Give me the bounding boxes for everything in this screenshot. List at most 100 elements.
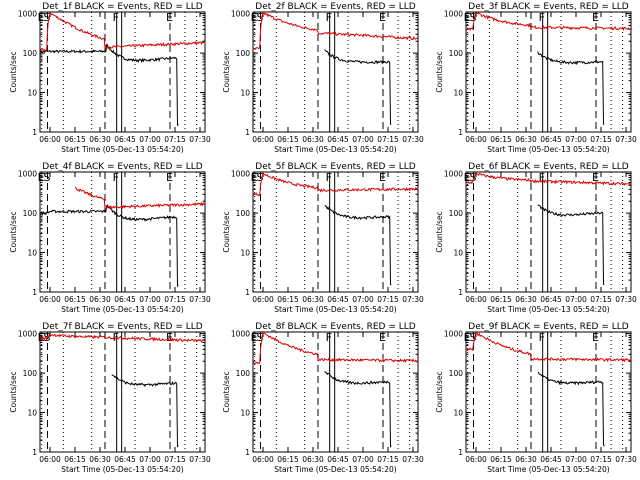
plot-frame — [465, 331, 632, 453]
y-tick-label: 1 — [32, 448, 37, 457]
x-tick-label: 07:00 — [139, 295, 161, 304]
y-tick-label: 10 — [27, 89, 37, 98]
events-series-line — [324, 49, 392, 125]
time-marker-label: F — [113, 331, 119, 344]
x-tick-label: 06:30 — [89, 295, 111, 304]
events-series-line — [39, 43, 179, 126]
y-tick-label: 10 — [453, 249, 463, 258]
x-tick-label: 07:30 — [402, 295, 424, 304]
plot-frame — [39, 171, 206, 293]
x-tick-label: 06:15 — [64, 455, 86, 464]
plot-frame — [465, 11, 632, 133]
time-marker-label: E — [38, 331, 45, 344]
panel-title: Det_4f BLACK = Events, RED = LLD — [42, 162, 202, 172]
time-marker-label: E — [38, 171, 45, 184]
panel-title: Det_7f BLACK = Events, RED = LLD — [42, 322, 202, 332]
events-series-line — [324, 204, 392, 286]
detector-panel: Det_5f BLACK = Events, RED = LLD 1 10 100 10… — [222, 162, 424, 314]
time-marker-label: E — [251, 11, 258, 24]
y-tick-label: 1 — [32, 288, 37, 297]
time-marker-label: E — [464, 11, 471, 24]
x-tick-label: 06:00 — [39, 455, 61, 464]
time-marker-label: E — [592, 11, 599, 24]
x-tick-label: 06:45 — [540, 295, 562, 304]
y-tick-label: 10 — [453, 89, 463, 98]
detector-panel: Det_3f BLACK = Events, RED = LLD 1 10 100 10… — [435, 2, 637, 154]
y-tick-label: 1 — [245, 128, 250, 137]
x-tick-label: 07:15 — [377, 455, 399, 464]
x-axis-label: Start Time (05-Dec-13 05:54:20) — [487, 145, 609, 154]
x-axis-label: Start Time (05-Dec-13 05:54:20) — [61, 305, 183, 314]
x-tick-label: 06:45 — [327, 135, 349, 144]
y-axis-label: Counts/sec — [435, 371, 444, 412]
time-marker-label: F — [326, 11, 332, 24]
x-axis-label: Start Time (05-Dec-13 05:54:20) — [487, 305, 609, 314]
x-tick-label: 06:30 — [89, 135, 111, 144]
time-marker-label: E — [251, 331, 258, 344]
y-tick-label: 100 — [449, 209, 464, 218]
time-marker-label: S — [257, 11, 264, 24]
x-tick-label: 07:30 — [402, 455, 424, 464]
x-tick-label: 07:15 — [590, 455, 612, 464]
x-tick-label: 06:00 — [39, 135, 61, 144]
detector-panel: Det_9f BLACK = Events, RED = LLD 1 10 100 10… — [435, 322, 637, 474]
y-tick-label: 1000 — [444, 10, 463, 19]
time-marker-label: F — [539, 331, 545, 344]
x-tick-label: 07:30 — [615, 295, 637, 304]
detector-panel: Det_4f BLACK = Events, RED = LLD 1 10 100 10… — [9, 162, 211, 314]
x-tick-label: 06:15 — [490, 135, 512, 144]
x-tick-label: 07:00 — [352, 455, 374, 464]
y-tick-label: 10 — [240, 409, 250, 418]
x-tick-label: 07:15 — [164, 295, 186, 304]
x-tick-label: 06:30 — [302, 135, 324, 144]
y-tick-label: 100 — [236, 49, 251, 58]
time-marker-label: E — [379, 331, 386, 344]
y-tick-label: 1000 — [18, 170, 37, 179]
x-tick-label: 06:30 — [515, 135, 537, 144]
x-tick-label: 06:00 — [465, 135, 487, 144]
y-tick-label: 1 — [32, 128, 37, 137]
lld-series-line — [465, 331, 632, 363]
x-tick-label: 07:15 — [590, 135, 612, 144]
y-tick-label: 1000 — [444, 170, 463, 179]
panel-title: Det_5f BLACK = Events, RED = LLD — [255, 162, 415, 172]
x-tick-label: 07:00 — [565, 295, 587, 304]
time-marker-label: E — [464, 331, 471, 344]
x-tick-label: 06:30 — [302, 455, 324, 464]
detector-panel: Det_6f BLACK = Events, RED = LLD 1 10 100 10… — [435, 162, 637, 314]
panel-title: Det_3f BLACK = Events, RED = LLD — [468, 2, 628, 12]
x-tick-label: 07:30 — [189, 455, 211, 464]
y-axis-label: Counts/sec — [222, 371, 231, 412]
y-tick-label: 100 — [23, 369, 38, 378]
panel-title: Det_6f BLACK = Events, RED = LLD — [468, 162, 628, 172]
x-tick-label: 06:30 — [89, 455, 111, 464]
y-tick-label: 10 — [240, 249, 250, 258]
x-tick-label: 07:00 — [139, 455, 161, 464]
y-tick-label: 1 — [458, 128, 463, 137]
y-axis-label: Counts/sec — [222, 211, 231, 252]
x-tick-label: 06:00 — [252, 135, 274, 144]
time-marker-label: S — [257, 171, 264, 184]
x-axis-label: Start Time (05-Dec-13 05:54:20) — [274, 145, 396, 154]
lld-series-line — [74, 186, 206, 210]
x-tick-label: 06:45 — [114, 455, 136, 464]
x-tick-label: 06:45 — [114, 295, 136, 304]
detector-panel: Det_8f BLACK = Events, RED = LLD 1 10 100 10… — [222, 322, 424, 474]
time-marker-label: F — [539, 11, 545, 24]
x-axis-label: Start Time (05-Dec-13 05:54:20) — [274, 305, 396, 314]
x-tick-label: 06:30 — [515, 295, 537, 304]
panel-title: Det_2f BLACK = Events, RED = LLD — [255, 2, 415, 12]
events-series-line — [537, 51, 605, 125]
plot-frame — [39, 331, 206, 453]
detector-panel: Det_2f BLACK = Events, RED = LLD 1 10 100 10… — [222, 2, 424, 154]
x-tick-label: 06:00 — [465, 295, 487, 304]
y-tick-label: 1 — [245, 288, 250, 297]
plot-frame — [465, 171, 632, 293]
y-tick-label: 100 — [23, 209, 38, 218]
x-tick-label: 07:30 — [402, 135, 424, 144]
x-tick-label: 06:45 — [327, 295, 349, 304]
y-tick-label: 1000 — [18, 10, 37, 19]
x-tick-label: 07:30 — [615, 135, 637, 144]
x-tick-label: 07:30 — [189, 135, 211, 144]
x-tick-label: 07:00 — [565, 135, 587, 144]
